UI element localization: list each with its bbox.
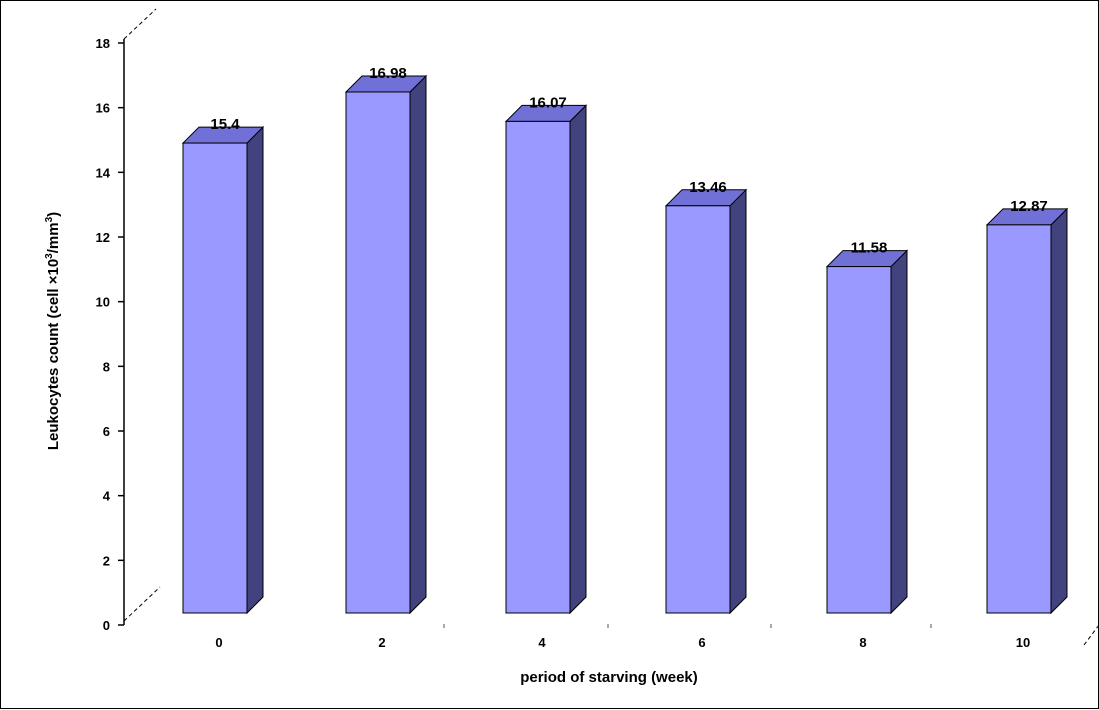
value-label-10: 12.87 [1010,198,1048,215]
y-axis-title-sup1: 3 [44,253,55,259]
y-tick-label-5: 10 [96,295,110,310]
x-tick-label-10: 10 [1016,635,1030,650]
axis-perspective-right [1083,624,1099,646]
y-axis-title: Leukocytes count (cell ×103/mm3) [44,212,62,450]
value-label-4: 16.07 [529,94,567,111]
bar-side-6 [729,188,747,615]
bar-0 [182,142,248,614]
y-axis-title-sup2: 3 [44,216,55,222]
labels-layer: 15.4 0 16.98 2 16.07 4 13.46 6 11.58 8 12.87 10 [210,65,1047,650]
axes-layer: 0 2 4 6 8 10 12 14 16 18 [96,8,1099,646]
bar-side-4 [569,104,587,615]
x-tick-label-8: 8 [859,635,866,650]
value-label-8: 11.58 [851,240,888,257]
y-axis-title-suffix: ) [45,212,62,217]
value-label-0: 15.4 [210,116,240,133]
y-axis-title-prefix: Leukocytes count (cell ×10 [45,259,62,450]
y-tick-label-1: 2 [103,553,110,568]
bar-8 [826,266,892,614]
x-tick-label-2: 2 [378,635,385,650]
bar-10 [986,224,1052,614]
bar-side-8 [890,249,908,615]
bar-side-10 [1050,207,1068,615]
y-tick-label-0: 0 [103,618,110,633]
bar-6 [665,205,731,614]
axis-perspective-top [123,8,157,40]
y-tick-label-6: 12 [96,230,110,245]
y-tick-label-3: 6 [103,424,110,439]
y-tick-label-9: 18 [96,36,110,51]
bars-layer [181,74,1069,615]
x-tick-label-6: 6 [698,635,705,650]
x-axis-title: period of starving (week) [520,669,698,686]
bar-2 [345,91,411,614]
y-tick-label-7: 14 [96,165,111,180]
value-label-6: 13.46 [689,179,727,196]
value-label-2: 16.98 [369,65,407,82]
x-tick-label-4: 4 [538,635,546,650]
y-tick-label-4: 8 [103,359,110,374]
bar-side-0 [246,125,264,615]
bar-4 [505,120,571,614]
y-tick-label-2: 4 [103,489,111,504]
bar-side-2 [409,74,427,615]
axis-perspective-bottom [123,586,161,622]
y-tick-label-8: 16 [96,101,110,116]
x-tick-label-0: 0 [215,635,222,650]
y-axis-title-middle: /mm [45,222,62,253]
